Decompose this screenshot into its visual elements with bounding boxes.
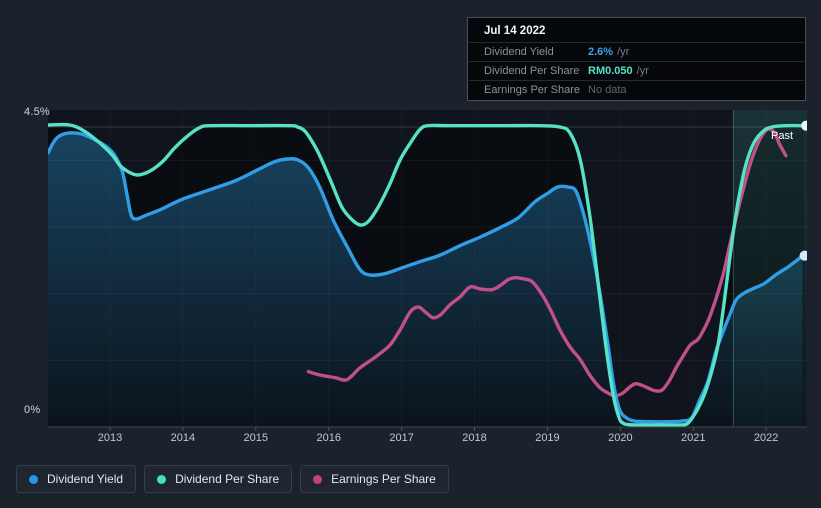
dividend-yield-end-dot [799, 250, 807, 261]
year-label: 2018 [462, 432, 487, 444]
y-axis-label-zero: 0% [24, 404, 41, 416]
tooltip: Jul 14 2022 Dividend Yield 2.6% /yr Divi… [467, 17, 806, 101]
dividend-per-share-end-dot [801, 120, 807, 131]
year-label: 2013 [97, 432, 123, 444]
tooltip-row-value: RM0.050 [588, 65, 633, 77]
dividend-yield-area [48, 132, 803, 427]
tooltip-row-dividend-yield: Dividend Yield 2.6% /yr [469, 42, 804, 61]
earnings-per-share-dot-icon [313, 474, 323, 484]
tooltip-row-unit: /yr [617, 46, 630, 58]
tooltip-row-label: Dividend Yield [484, 46, 554, 58]
tooltip-date: Jul 14 2022 [484, 25, 546, 37]
legend-item-dividend-per-share[interactable]: Dividend Per Share [144, 465, 293, 493]
legend-item-label: Dividend Yield [47, 472, 124, 486]
legend-item-earnings-per-share[interactable]: Earnings Per Share [300, 465, 449, 493]
tooltip-row-earnings-per-share: Earnings Per Share No data [469, 80, 804, 99]
tooltip-row-label: Dividend Per Share [484, 65, 580, 77]
year-label: 2019 [535, 432, 560, 444]
legend-item-dividend-yield[interactable]: Dividend Yield [16, 465, 137, 493]
earnings-per-share-line [306, 127, 788, 398]
tooltip-row-value: No data [588, 84, 627, 96]
past-highlight-band [733, 110, 807, 427]
year-label: 2017 [389, 432, 414, 444]
tooltip-row-unit: /yr [636, 65, 649, 77]
past-label: Past [771, 130, 794, 142]
year-label: 2021 [681, 432, 706, 444]
y-axis-label-top: 4.5% [24, 106, 50, 118]
tooltip-row-value: 2.6% [588, 46, 614, 58]
year-label: 2020 [608, 432, 633, 444]
tooltip-row-dividend-per-share: Dividend Per Share RM0.050 /yr [469, 61, 804, 80]
legend-item-label: Dividend Per Share [175, 472, 280, 486]
year-label: 2016 [316, 432, 341, 444]
year-label: 2022 [753, 432, 779, 444]
tooltip-row-label: Earnings Per Share [484, 84, 580, 96]
legend: Dividend Yield Dividend Per Share Earnin… [16, 465, 449, 493]
legend-item-label: Earnings Per Share [331, 472, 436, 486]
dividend-per-share-line [48, 122, 806, 427]
year-label: 2015 [243, 432, 269, 444]
dividend-per-share-dot-icon [157, 474, 167, 484]
dividend-yield-dot-icon [29, 474, 38, 484]
year-label: 2014 [170, 432, 196, 444]
